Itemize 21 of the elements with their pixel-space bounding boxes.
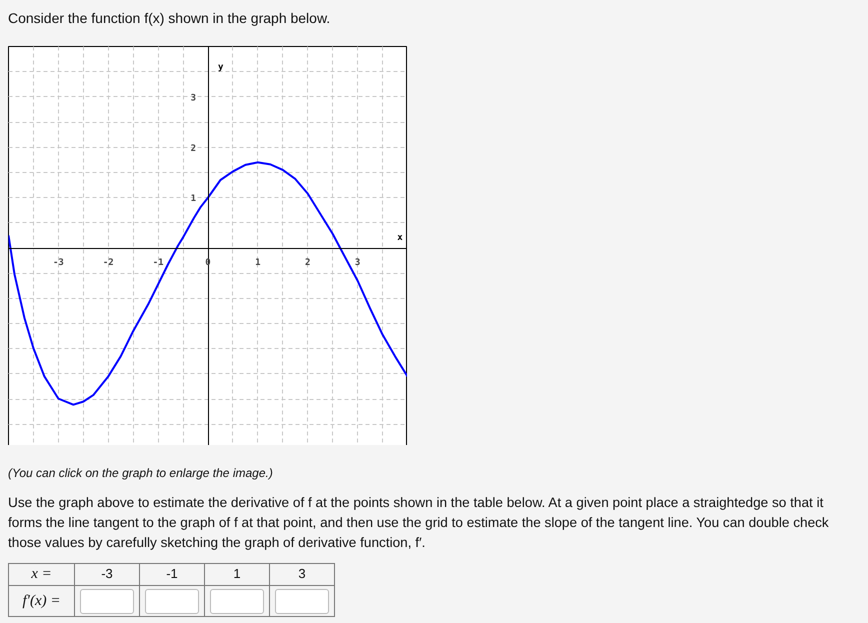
text: f′(x) =: [8, 586, 74, 617]
x-tick-label: 2: [305, 258, 310, 268]
y-tick-label: 3: [190, 93, 196, 104]
x-tick-label: -3: [52, 258, 64, 268]
text: -1: [140, 564, 204, 586]
x-tick-label: 3: [354, 258, 360, 268]
text: 3: [270, 564, 334, 586]
x-axis-title: x: [397, 233, 404, 244]
chart-title: Consider the function f(x) shown in the graph below.: [8, 9, 330, 27]
x-tick-label: -2: [102, 258, 114, 268]
line-series: [8, 161, 407, 406]
y-tick-label: 2: [190, 144, 196, 154]
text: 1: [204, 564, 270, 586]
text: -3: [74, 564, 140, 586]
x-tick-label: -1: [152, 258, 164, 268]
y-axis-title: y: [218, 62, 224, 73]
text: (You can click on the graph to enlarge the image.): [8, 465, 273, 481]
text: Use the graph above to estimate the derivative of f at the points shown in the table below. At a given point place a straightedge so that it forms the line tangent to the graph of f at that point, and then use the grid to estimate the slope of the tangent line. You can double check those values by carefully sketching the graph of derivative function, f′.: [8, 494, 830, 552]
y-tick-label: 1: [190, 194, 196, 204]
text: x =: [8, 564, 74, 586]
x-tick-label: 1: [255, 258, 261, 268]
